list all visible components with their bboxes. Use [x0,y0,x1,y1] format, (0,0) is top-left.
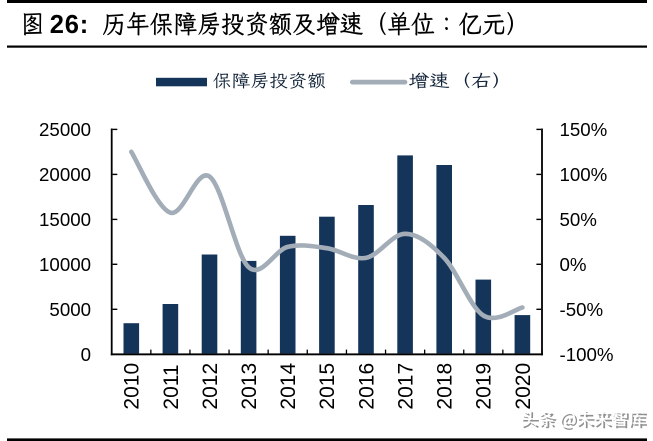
svg-text:0%: 0% [560,254,587,275]
svg-text:-100%: -100% [560,344,614,365]
svg-text:2018: 2018 [434,363,457,410]
svg-text:2015: 2015 [316,363,339,410]
svg-text:2019: 2019 [473,363,496,410]
svg-text:50%: 50% [560,209,597,230]
svg-text:2020: 2020 [512,363,535,410]
svg-text:2011: 2011 [160,364,183,409]
svg-text:150%: 150% [560,119,608,140]
svg-text:2013: 2013 [238,363,261,410]
svg-text:0: 0 [81,344,91,365]
svg-text:2012: 2012 [199,363,222,410]
svg-text:2014: 2014 [277,363,300,410]
svg-text:2016: 2016 [355,363,378,410]
svg-text:2010: 2010 [121,363,144,410]
svg-text:-50%: -50% [560,299,604,320]
svg-text:15000: 15000 [39,209,91,230]
svg-text:20000: 20000 [39,164,91,185]
svg-text:25000: 25000 [39,119,91,140]
svg-text:100%: 100% [560,164,608,185]
svg-text:10000: 10000 [39,254,91,275]
svg-text:5000: 5000 [49,299,91,320]
svg-text:26:: 26: [50,11,89,39]
svg-text:2017: 2017 [395,363,418,410]
